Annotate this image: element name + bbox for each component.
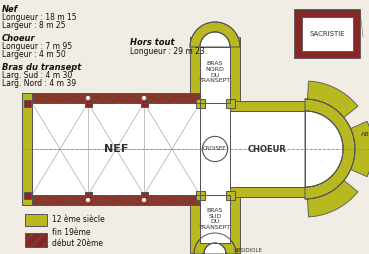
Text: Longueur : 29 m 23.: Longueur : 29 m 23. <box>130 47 207 56</box>
Polygon shape <box>307 81 358 118</box>
Bar <box>200 47 230 103</box>
Bar <box>85 192 92 198</box>
Polygon shape <box>190 195 240 253</box>
Text: Bras du transept: Bras du transept <box>2 63 81 72</box>
Polygon shape <box>228 101 315 197</box>
Bar <box>32 103 200 195</box>
Bar <box>200 47 230 103</box>
Polygon shape <box>190 22 240 47</box>
Circle shape <box>86 198 90 202</box>
Bar <box>200 195 230 243</box>
Polygon shape <box>202 243 228 254</box>
Circle shape <box>203 136 228 162</box>
Text: Hors tout: Hors tout <box>130 38 175 47</box>
Circle shape <box>86 96 90 101</box>
Bar <box>295 10 360 58</box>
Polygon shape <box>190 37 240 103</box>
Text: ABSIDIOLE
SUD: ABSIDIOLE SUD <box>234 248 263 254</box>
Bar <box>141 100 148 106</box>
Text: Larg. Nord : 4 m 39: Larg. Nord : 4 m 39 <box>2 79 76 88</box>
Text: Longueur : 18 m 15: Longueur : 18 m 15 <box>2 13 77 22</box>
Bar <box>302 17 353 51</box>
Text: fin 19ème
début 20ème: fin 19ème début 20ème <box>52 228 103 248</box>
Polygon shape <box>22 195 202 205</box>
Polygon shape <box>305 99 355 199</box>
Text: Nef: Nef <box>2 5 18 14</box>
Polygon shape <box>194 233 236 254</box>
Text: CHOEUR: CHOEUR <box>248 145 287 153</box>
Circle shape <box>141 198 146 202</box>
Bar <box>32 195 200 205</box>
Bar <box>230 111 305 187</box>
Text: 12 ème siècle: 12 ème siècle <box>52 215 105 225</box>
Bar <box>225 99 235 107</box>
Bar <box>200 103 230 195</box>
Text: CROISEE: CROISEE <box>203 147 227 151</box>
Text: ABSIDE: ABSIDE <box>361 132 369 136</box>
Bar <box>24 192 31 198</box>
Bar <box>200 195 230 243</box>
Bar <box>25 214 47 226</box>
Text: Larg. Sud : 4 m 30: Larg. Sud : 4 m 30 <box>2 71 72 80</box>
Polygon shape <box>351 121 369 177</box>
Polygon shape <box>22 93 32 205</box>
Circle shape <box>141 96 146 101</box>
Bar <box>141 192 148 198</box>
Bar <box>85 100 92 106</box>
Bar <box>25 233 47 247</box>
Bar <box>196 190 204 199</box>
Bar <box>32 103 200 195</box>
Polygon shape <box>305 111 343 187</box>
Text: Largeur : 8 m 25: Largeur : 8 m 25 <box>2 21 66 30</box>
Text: BRAS
SUD
DU
TRANSEPT: BRAS SUD DU TRANSEPT <box>199 208 231 230</box>
Bar <box>32 93 200 103</box>
Bar <box>24 100 31 106</box>
Text: BRAS
NORD
DU
TRANSEPT: BRAS NORD DU TRANSEPT <box>199 61 231 83</box>
Polygon shape <box>307 180 358 217</box>
Text: Longueur : 7 m 95: Longueur : 7 m 95 <box>2 42 72 51</box>
Bar <box>196 99 204 107</box>
Text: SACRISTIE: SACRISTIE <box>310 31 345 37</box>
Polygon shape <box>200 32 230 47</box>
Text: Largeur : 4 m 50: Largeur : 4 m 50 <box>2 50 66 59</box>
Bar <box>230 111 305 187</box>
Bar <box>225 190 235 199</box>
Polygon shape <box>22 93 202 103</box>
Text: NEF: NEF <box>104 144 128 154</box>
Text: Choeur: Choeur <box>2 34 36 43</box>
